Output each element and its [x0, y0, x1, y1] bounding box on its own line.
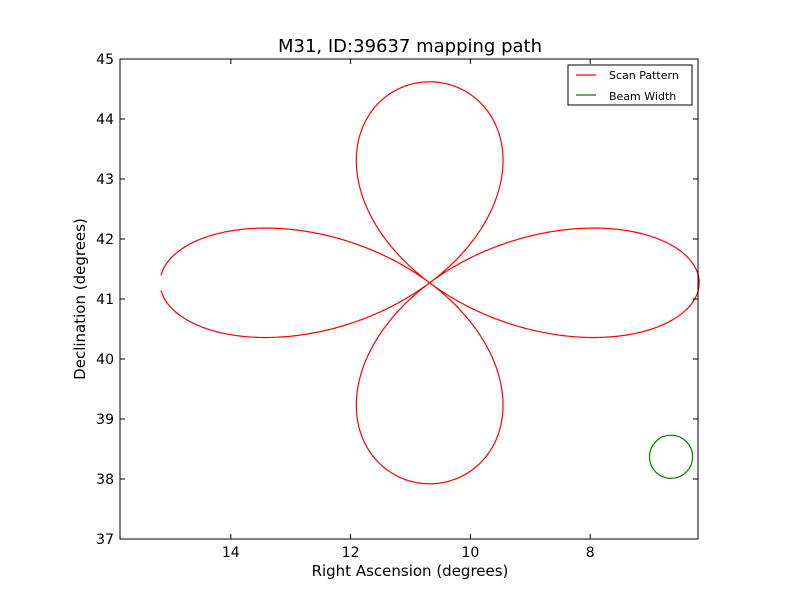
legend-box — [567, 64, 693, 106]
y-axis-label: Declination (degrees) — [71, 218, 89, 380]
y-tick-label: 39 — [96, 412, 114, 428]
plot-area — [160, 81, 700, 485]
beam-width-circle — [648, 434, 694, 479]
x-tick-label: 10 — [461, 545, 479, 561]
plot-frame — [119, 58, 699, 540]
y-tick-label: 43 — [96, 172, 114, 188]
x-tick-label: 12 — [342, 545, 360, 561]
y-tick-label: 45 — [96, 52, 114, 68]
chart-title: M31, ID:39637 mapping path — [278, 36, 542, 57]
x-tick-label: 14 — [222, 545, 240, 561]
y-tick-label: 37 — [96, 532, 114, 548]
legend-label-beam-width: Beam Width — [609, 90, 676, 103]
y-tick-label: 40 — [96, 352, 114, 368]
legend-label-scan-pattern: Scan Pattern — [609, 69, 679, 82]
x-axis-label: Right Ascension (degrees) — [312, 562, 509, 580]
y-axis-ticks: 37 38 39 40 41 42 43 44 45 — [96, 52, 698, 548]
scan-pattern-line — [160, 81, 700, 485]
legend: Scan Pattern Beam Width — [567, 64, 693, 106]
y-tick-label: 41 — [96, 292, 114, 308]
y-tick-label: 38 — [96, 472, 114, 488]
y-tick-label: 44 — [96, 112, 114, 128]
y-tick-label: 42 — [96, 232, 114, 248]
x-tick-label: 8 — [586, 545, 595, 561]
x-axis-ticks: 14 12 10 8 — [222, 59, 595, 561]
